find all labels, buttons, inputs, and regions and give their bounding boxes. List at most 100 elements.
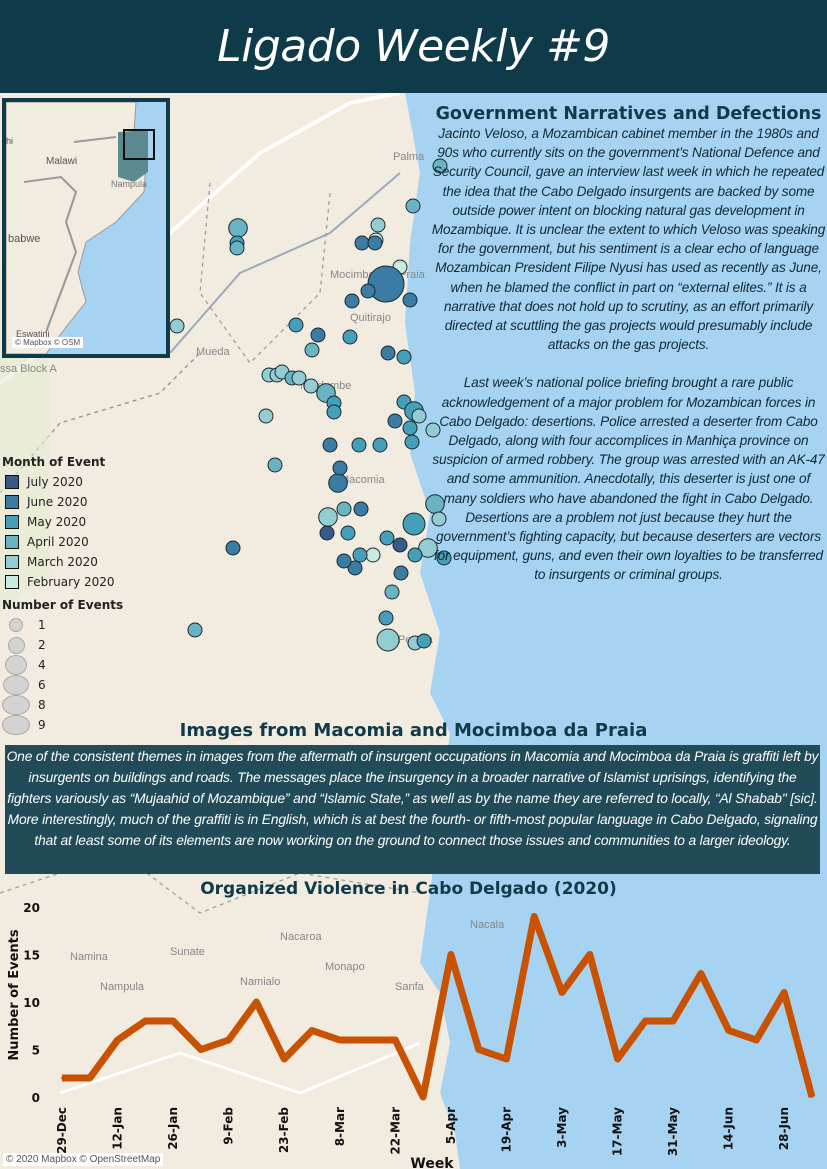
inset-label: hi [6,136,13,146]
x-tick-label: 22-Mar [388,1107,402,1155]
event-marker[interactable] [425,422,441,438]
data-point [199,1048,202,1051]
y-tick-label: 0 [32,1091,40,1105]
event-marker[interactable] [319,525,335,541]
event-marker[interactable] [225,540,241,556]
event-marker[interactable] [187,622,203,638]
event-marker[interactable] [288,317,304,333]
inset-extent-box [123,129,155,160]
event-marker[interactable] [418,538,438,558]
event-marker[interactable] [347,560,363,576]
event-marker[interactable] [310,327,326,343]
legend-swatch [5,495,19,509]
event-marker[interactable] [378,610,394,626]
x-tick-label: 3-May [555,1107,569,1148]
event-marker[interactable] [352,547,368,563]
event-marker[interactable] [402,512,426,536]
event-marker[interactable] [384,584,400,600]
legend-size-title: Number of Events [2,598,124,612]
legend-size-label: 9 [38,718,46,732]
event-marker[interactable] [402,420,418,436]
event-marker[interactable] [367,265,405,303]
event-marker[interactable] [351,437,367,453]
event-marker[interactable] [353,501,369,517]
event-marker[interactable] [360,283,376,299]
event-marker[interactable] [370,217,386,233]
x-tick-label: 31-May [666,1107,680,1156]
legend-month-item[interactable]: July 2020 [2,472,123,492]
event-marker[interactable] [291,370,307,386]
y-tick-label: 15 [23,949,40,963]
event-marker[interactable] [332,460,348,476]
data-point [672,1020,675,1022]
event-marker[interactable] [267,457,283,473]
place-label: Macomia [340,474,386,486]
event-marker[interactable] [340,525,356,541]
event-marker[interactable] [354,235,370,251]
y-tick-label: 5 [32,1044,40,1058]
event-marker[interactable] [380,345,396,361]
place-label: Nampula [100,981,145,993]
event-marker[interactable] [411,408,427,424]
legend-month-item[interactable]: May 2020 [2,512,123,532]
event-marker[interactable] [405,198,421,214]
data-point [616,1058,619,1060]
sea [405,93,827,1169]
legend-month-item[interactable]: June 2020 [2,492,123,512]
event-marker[interactable] [365,547,381,563]
event-marker[interactable] [393,565,409,581]
chart-title: Organized Violence in Cabo Delgado (2020… [200,879,617,899]
event-marker[interactable] [379,530,395,546]
event-marker[interactable] [228,218,248,238]
event-marker[interactable] [318,507,338,527]
data-point [88,1077,91,1079]
legend-size-label: 6 [38,678,46,692]
event-marker[interactable] [367,235,383,251]
event-marker[interactable] [407,547,423,563]
event-marker[interactable] [326,404,342,420]
event-marker[interactable] [404,434,420,450]
event-marker[interactable] [402,292,418,308]
data-point [394,1039,397,1041]
event-marker[interactable] [336,553,352,569]
event-marker[interactable] [304,342,320,358]
event-marker[interactable] [258,408,274,424]
narratives-paragraph: Last week’s national police briefing bro… [432,375,825,583]
event-marker[interactable] [336,501,352,517]
event-marker[interactable] [396,349,412,365]
data-point [811,1096,813,1098]
x-tick-label: 29-Dec [55,1107,69,1154]
violence-chart: 0 5 10 15 20 29-Dec 12-Jan 26-Jan 9-Feb 23-Feb 8-M… [7,901,816,1169]
event-marker[interactable] [436,550,452,566]
legend-month-label: May 2020 [27,515,87,529]
event-marker[interactable] [322,437,338,453]
event-marker[interactable] [416,633,432,649]
legend-size-item: 2 [2,635,123,655]
legend-month-item[interactable]: February 2020 [2,572,123,592]
data-point [338,1039,341,1041]
legend-month-item[interactable]: March 2020 [2,552,123,572]
event-marker[interactable] [372,437,388,453]
event-marker[interactable] [431,511,447,527]
event-marker[interactable] [328,473,348,493]
event-marker[interactable] [392,537,408,553]
legend-size-label: 8 [38,698,46,712]
legend-month-item[interactable]: April 2020 [2,532,123,552]
data-point [505,1058,508,1060]
event-marker[interactable] [376,628,400,652]
data-point [755,1039,758,1041]
event-marker[interactable] [229,240,245,256]
event-marker[interactable] [342,329,358,345]
event-marker[interactable] [387,413,403,429]
data-point [116,1039,119,1041]
event-marker[interactable] [169,318,185,334]
legend-size-circle [2,715,30,735]
data-point [366,1039,369,1041]
event-marker[interactable] [303,378,319,394]
images-text: One of the consistent themes in images f… [5,745,820,874]
event-marker[interactable] [344,293,360,309]
y-tick-label: 20 [23,901,40,915]
data-point [477,1048,480,1051]
event-marker[interactable] [432,158,448,174]
